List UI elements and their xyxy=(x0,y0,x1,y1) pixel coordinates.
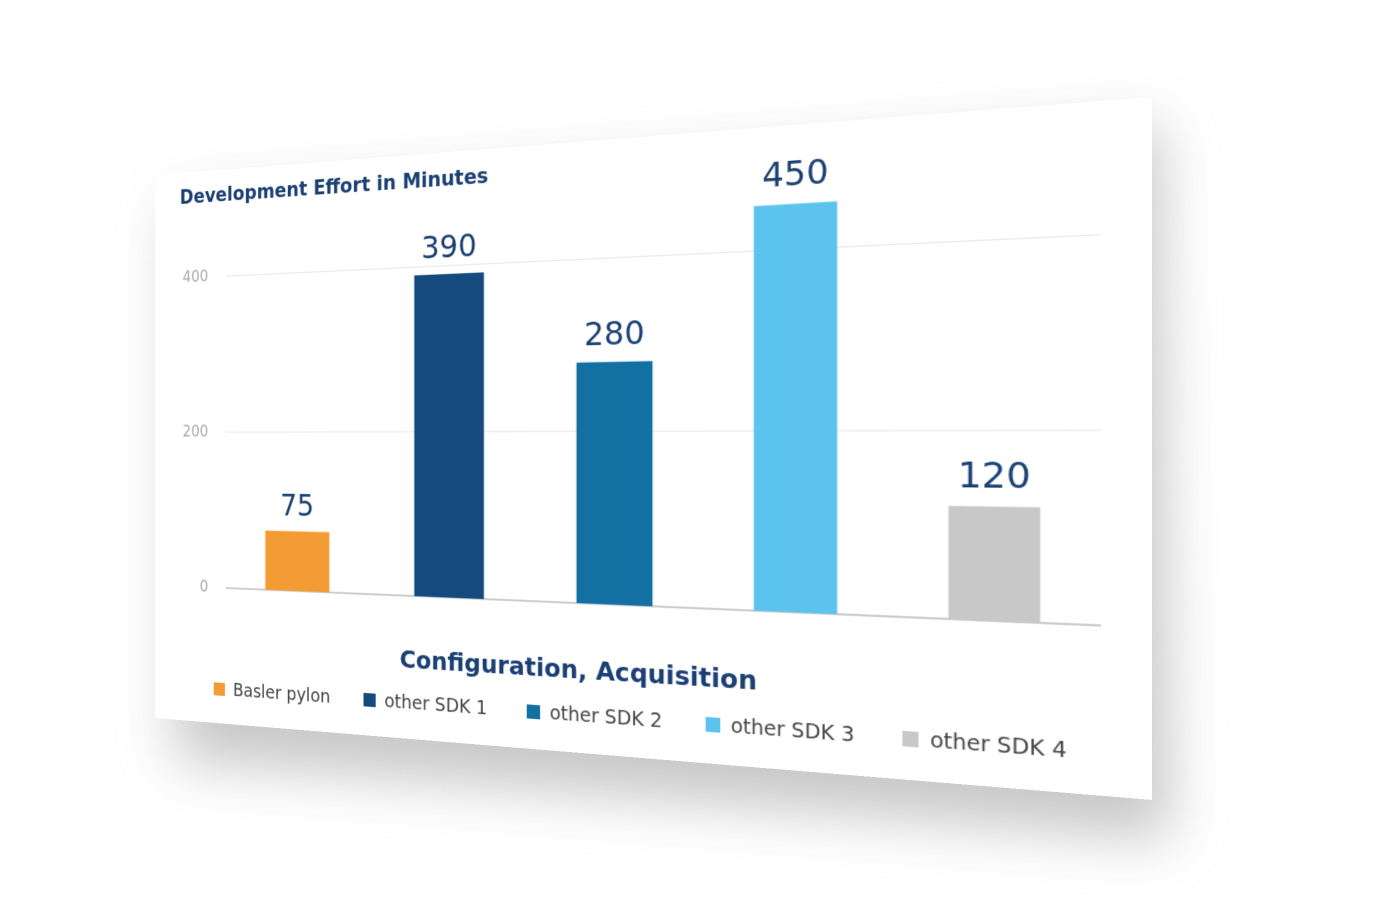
legend-label: other SDK 1 xyxy=(384,690,487,720)
legend-label: Basler pylon xyxy=(233,679,330,708)
legend-swatch xyxy=(213,682,225,697)
bar xyxy=(576,361,653,607)
legend-label: other SDK 2 xyxy=(550,701,663,733)
bar xyxy=(265,530,330,593)
legend-swatch xyxy=(705,716,721,733)
y-tick-label: 400 xyxy=(183,268,209,287)
value-label: 75 xyxy=(280,488,314,524)
bar xyxy=(753,201,838,615)
bar xyxy=(948,505,1041,623)
legend-label: other SDK 3 xyxy=(731,714,855,748)
legend-swatch xyxy=(902,730,919,748)
grid-line xyxy=(226,235,1101,276)
value-label: 120 xyxy=(958,455,1031,498)
x-axis-label: Configuration, Acquisition xyxy=(400,645,758,696)
chart-title: Development Effort in Minutes xyxy=(180,165,489,210)
chart: Development Effort in Minutes Configurat… xyxy=(180,152,1152,764)
legend-swatch xyxy=(363,692,376,708)
legend-label: other SDK 4 xyxy=(930,728,1067,764)
value-label: 390 xyxy=(421,227,477,267)
bar xyxy=(414,272,484,600)
value-label: 280 xyxy=(584,314,645,354)
chart-card: Development Effort in Minutes Configurat… xyxy=(155,96,1152,800)
y-tick-label: 200 xyxy=(183,423,209,441)
grid-line xyxy=(226,430,1101,432)
value-label: 450 xyxy=(762,152,829,197)
legend-swatch xyxy=(526,704,541,720)
y-tick-label: 0 xyxy=(200,578,209,596)
